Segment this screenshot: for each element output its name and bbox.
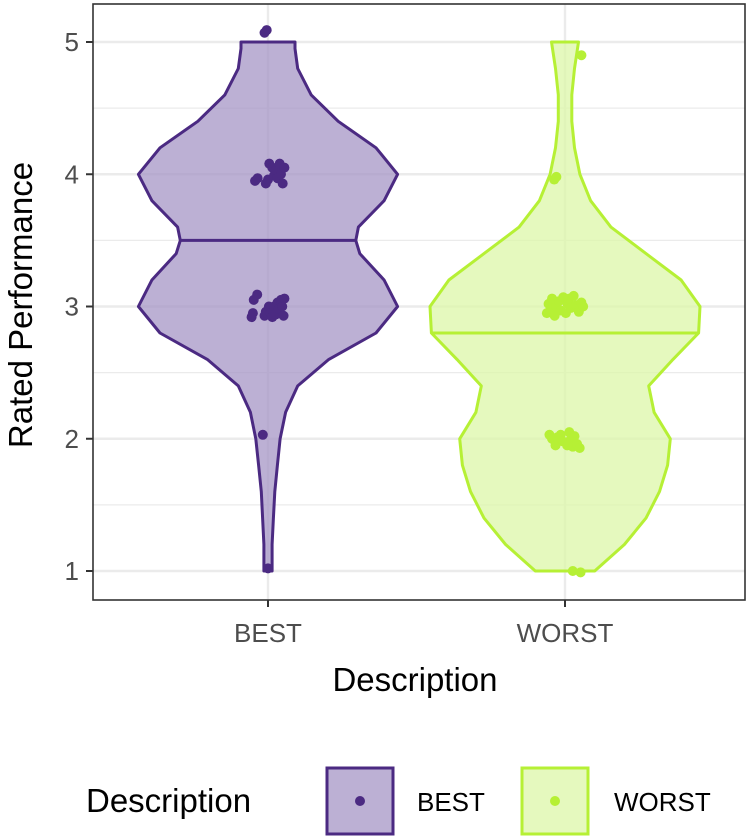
y-axis-title: Rated Performance	[2, 162, 39, 448]
data-point	[263, 563, 273, 574]
x-tick-label: WORST	[517, 618, 614, 648]
data-point	[576, 50, 587, 61]
legend-key-point	[355, 796, 365, 806]
x-tick-label: BEST	[234, 618, 302, 648]
y-tick-label: 3	[65, 292, 79, 322]
y-tick-label: 5	[65, 27, 79, 57]
data-point	[278, 310, 289, 321]
data-point	[277, 178, 288, 189]
x-axis-title: Description	[332, 661, 497, 698]
y-tick-label: 2	[65, 424, 79, 454]
legend-label-worst: WORST	[614, 787, 711, 817]
data-point	[568, 290, 579, 301]
data-point	[578, 301, 589, 312]
data-point	[279, 293, 290, 304]
data-point	[569, 431, 580, 442]
data-point	[277, 301, 288, 312]
data-point	[574, 443, 585, 454]
legend-label-best: BEST	[417, 787, 485, 817]
legend-title: Description	[86, 782, 251, 819]
panel-border	[92, 3, 746, 601]
data-point	[551, 171, 562, 182]
data-point	[279, 162, 290, 173]
y-tick-label: 1	[65, 556, 79, 586]
x-axis-ticks: BEST WORST	[234, 600, 613, 648]
data-point	[257, 429, 268, 440]
plot-panel	[92, 3, 746, 601]
data-point	[567, 566, 578, 576]
data-point	[252, 173, 263, 184]
data-point	[247, 308, 258, 319]
data-point	[575, 567, 586, 578]
data-point	[252, 289, 263, 300]
legend-key-point	[550, 796, 560, 806]
y-tick-label: 4	[65, 159, 79, 189]
y-axis-ticks: 1 2 3 4 5	[65, 27, 93, 586]
data-point	[261, 25, 272, 36]
data-point	[550, 440, 561, 451]
legend: Description BEST WORST	[86, 766, 711, 836]
